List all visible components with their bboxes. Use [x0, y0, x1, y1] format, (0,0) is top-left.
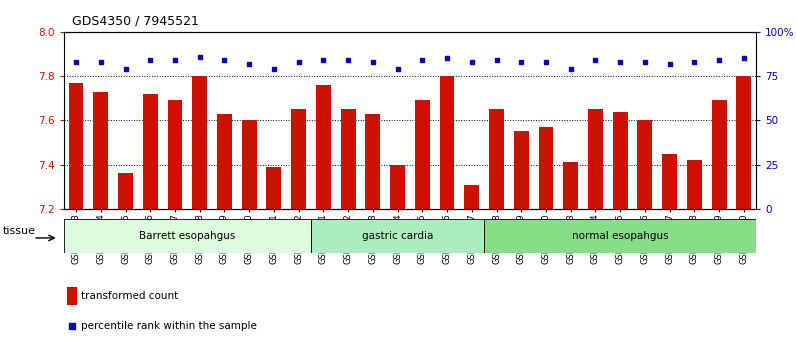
Text: percentile rank within the sample: percentile rank within the sample: [81, 321, 257, 331]
Bar: [712, 101, 727, 354]
Bar: [736, 76, 751, 354]
Bar: [242, 120, 256, 354]
Bar: [484, 219, 756, 253]
Bar: [67, 287, 77, 305]
Bar: [564, 162, 578, 354]
Bar: [514, 131, 529, 354]
Bar: [662, 154, 677, 354]
Bar: [390, 165, 405, 354]
Bar: [341, 109, 356, 354]
Bar: [167, 101, 182, 354]
Bar: [217, 114, 232, 354]
Bar: [142, 94, 158, 354]
Bar: [193, 76, 207, 354]
Bar: [539, 127, 553, 354]
Text: transformed count: transformed count: [81, 291, 178, 301]
Bar: [687, 160, 702, 354]
Bar: [311, 219, 484, 253]
Text: Barrett esopahgus: Barrett esopahgus: [139, 231, 236, 241]
Bar: [291, 109, 306, 354]
Bar: [316, 85, 331, 354]
Bar: [93, 92, 108, 354]
Bar: [118, 173, 133, 354]
Bar: [64, 219, 311, 253]
Bar: [613, 112, 627, 354]
Text: normal esopahgus: normal esopahgus: [572, 231, 669, 241]
Bar: [588, 109, 603, 354]
Text: gastric cardia: gastric cardia: [362, 231, 433, 241]
Bar: [439, 76, 455, 354]
Text: tissue: tissue: [3, 226, 36, 236]
Bar: [68, 83, 84, 354]
Bar: [415, 101, 430, 354]
Bar: [464, 184, 479, 354]
Bar: [489, 109, 504, 354]
Bar: [365, 114, 380, 354]
Bar: [638, 120, 653, 354]
Text: GDS4350 / 7945521: GDS4350 / 7945521: [72, 14, 198, 27]
Bar: [267, 167, 281, 354]
